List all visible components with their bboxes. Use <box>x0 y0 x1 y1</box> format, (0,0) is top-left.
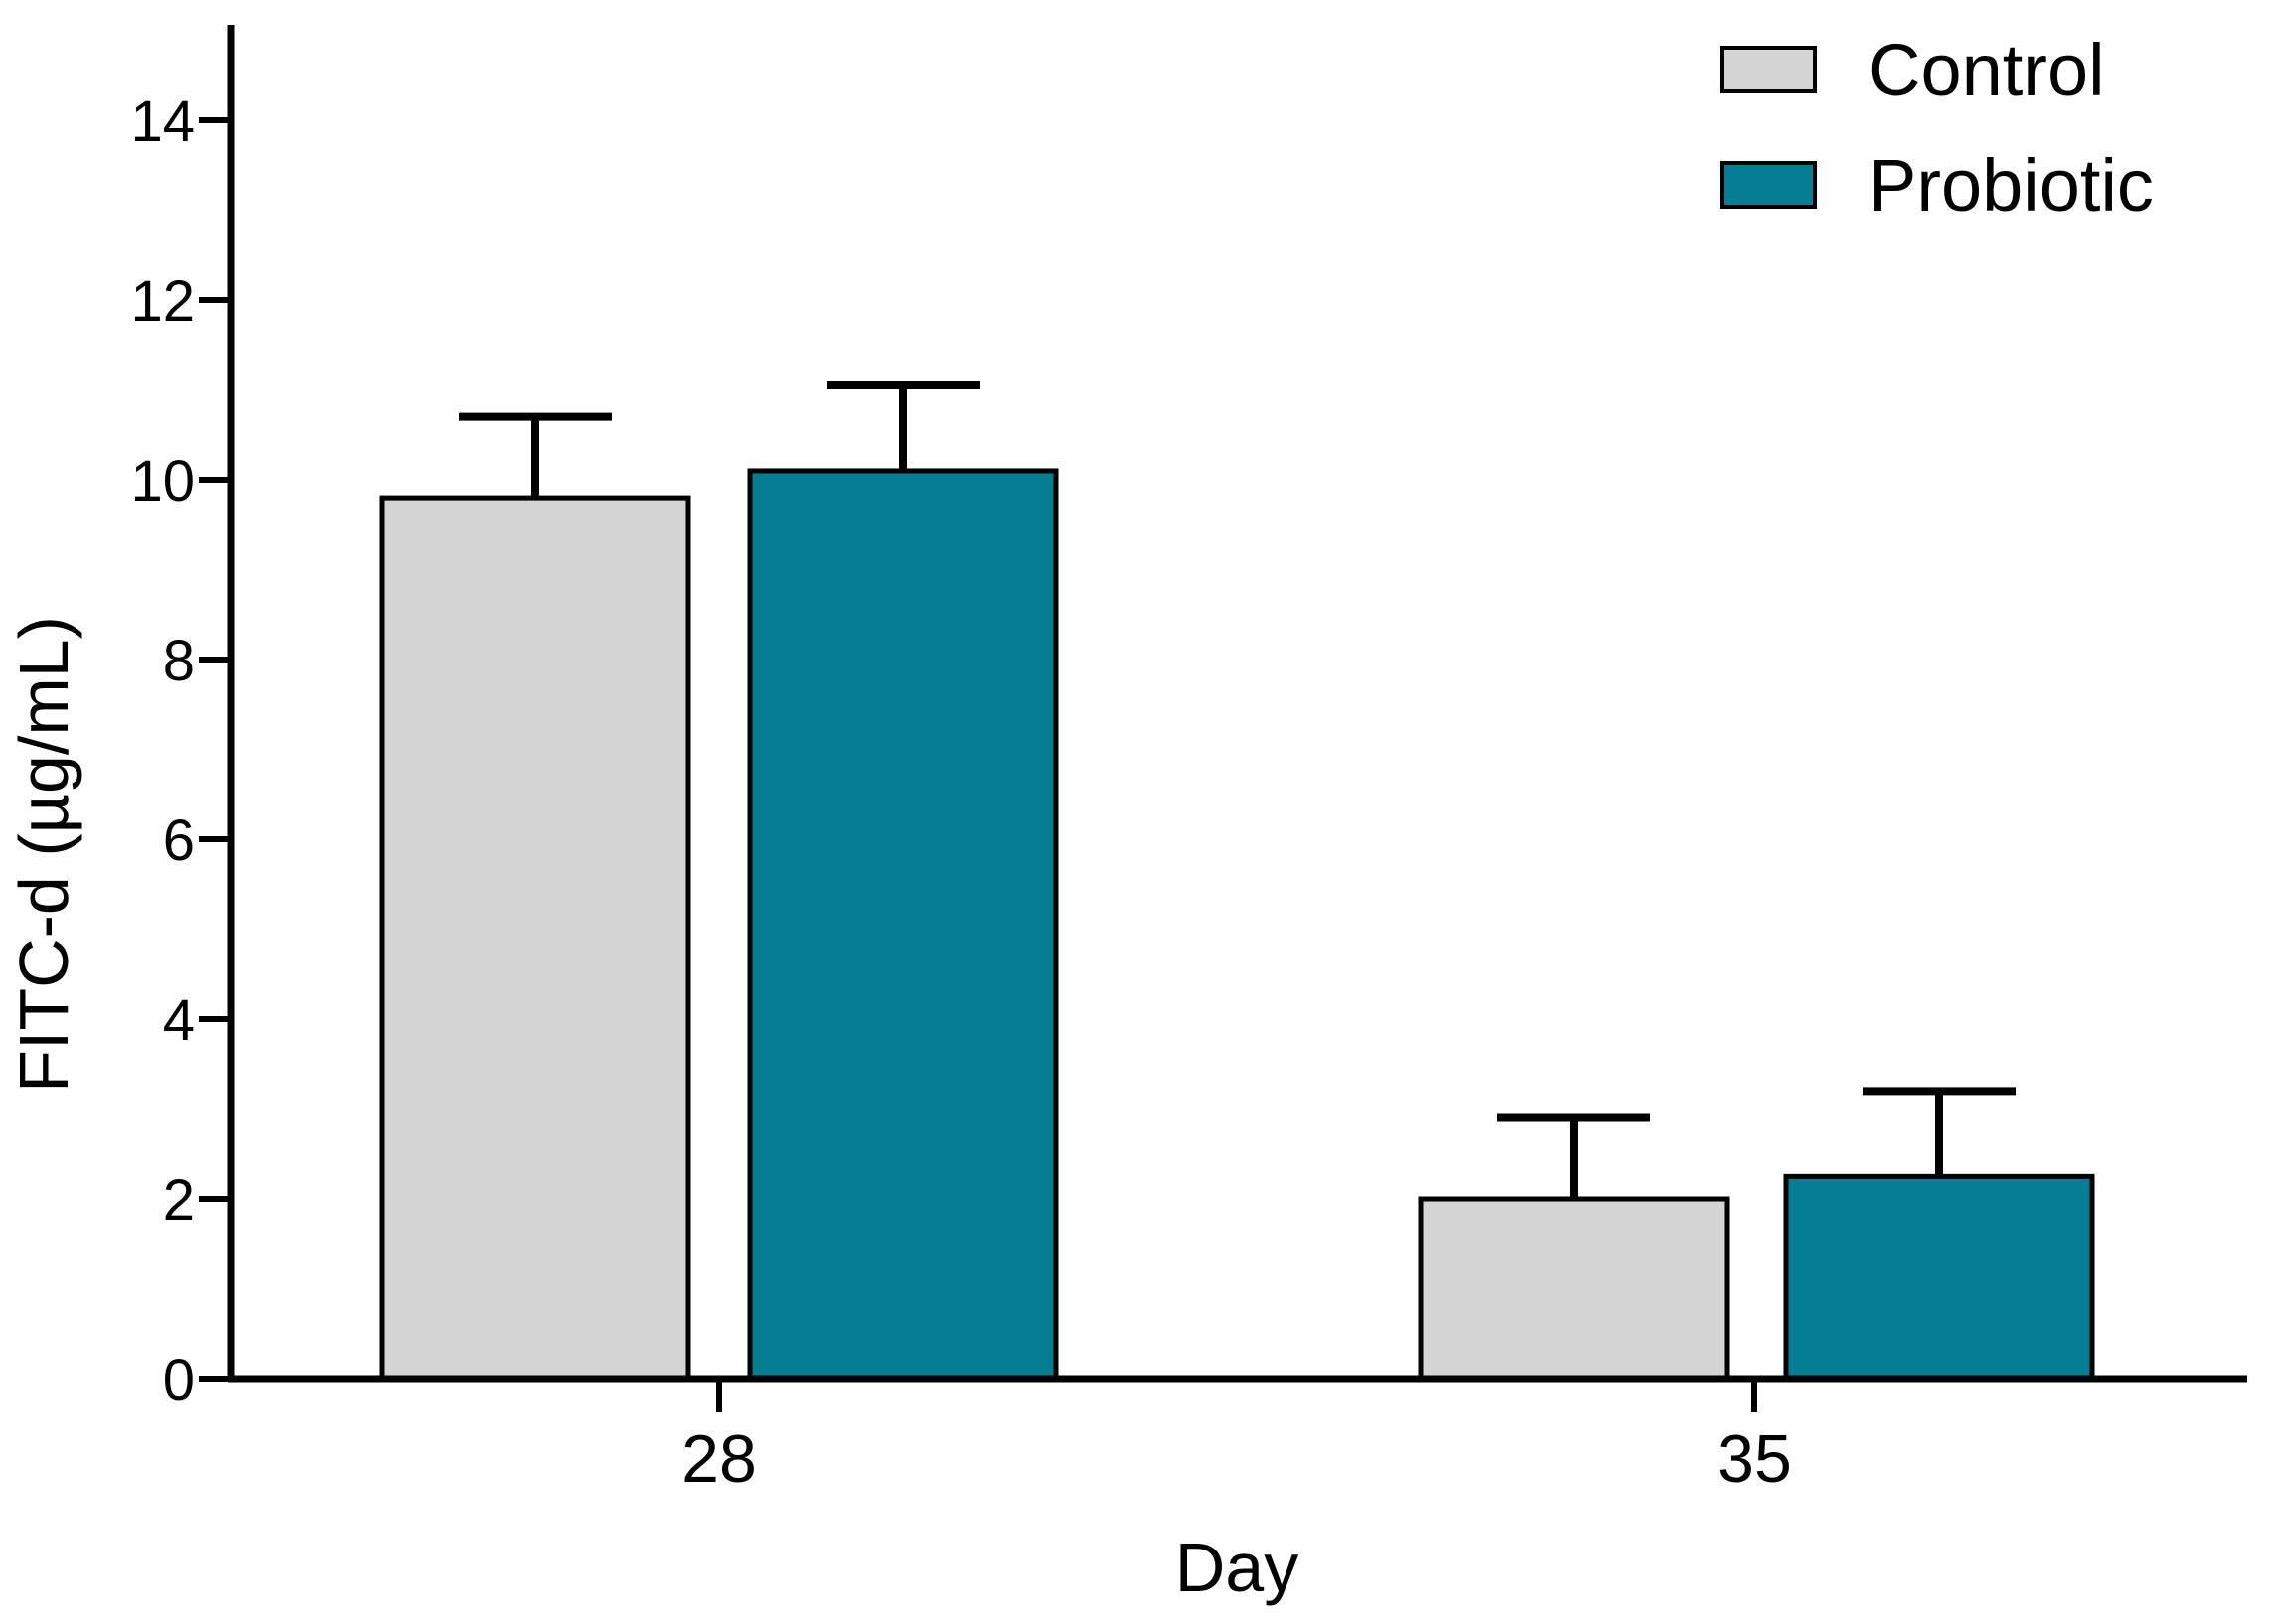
y-tick-label: 10 <box>130 449 195 514</box>
bar-control-day35 <box>1418 1196 1730 1382</box>
x-tick-layer: 28 35 <box>681 1379 1792 1497</box>
y-tick-label: 4 <box>163 988 195 1053</box>
legend: Control Probiotic <box>1720 29 2154 226</box>
bar-probiotic-day35 <box>1783 1173 2095 1382</box>
error-bars-layer <box>459 380 2016 1199</box>
y-tick-label: 2 <box>163 1168 195 1233</box>
x-tick-label: 35 <box>1717 1421 1792 1497</box>
legend-label-probiotic: Probiotic <box>1868 144 2154 226</box>
y-tick-label: 0 <box>163 1348 195 1412</box>
axes-layer <box>227 25 2247 1383</box>
legend-swatch-probiotic <box>1720 161 1817 209</box>
x-axis-title: Day <box>1175 1529 1298 1606</box>
legend-label-control: Control <box>1868 29 2105 111</box>
y-axis-title: FITC-d (µg/mL) <box>5 616 82 1093</box>
y-tick-label: 12 <box>130 269 195 334</box>
y-tick-layer: 0 2 4 6 8 10 12 14 <box>130 89 231 1412</box>
y-tick-label: 6 <box>163 809 195 873</box>
bar-probiotic-day28 <box>747 468 1059 1382</box>
bar-control-day28 <box>379 495 691 1382</box>
legend-swatch-control <box>1720 46 1817 93</box>
x-tick-label: 28 <box>681 1421 757 1497</box>
y-tick-label: 8 <box>163 629 195 693</box>
bars-layer <box>379 468 2095 1382</box>
y-tick-label: 14 <box>130 89 195 154</box>
